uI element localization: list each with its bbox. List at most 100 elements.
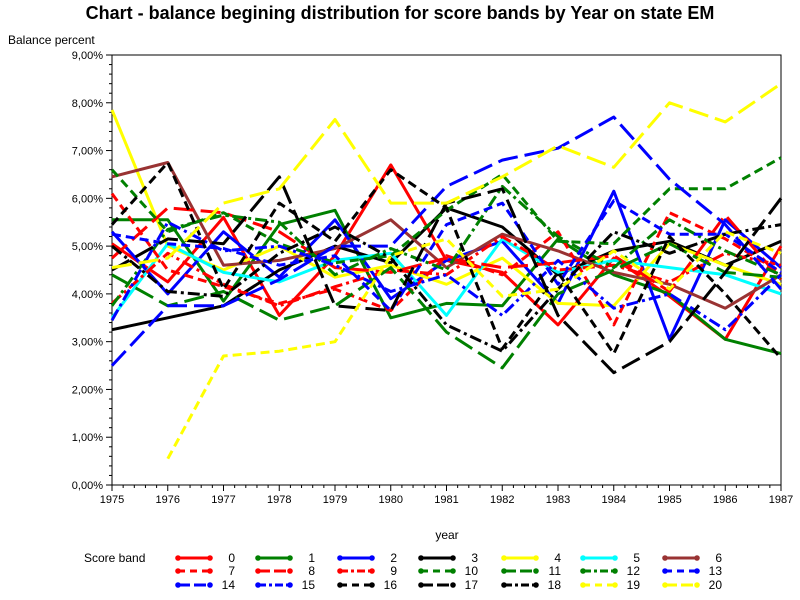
legend-marker (207, 568, 213, 574)
y-tick-label: 1,00% (72, 432, 103, 444)
legend-marker (580, 582, 586, 588)
legend-marker (612, 555, 618, 561)
legend-label-17: 17 (465, 578, 479, 592)
legend-label-14: 14 (222, 578, 236, 592)
legend-label-6: 6 (715, 551, 722, 565)
legend-label-19: 19 (627, 578, 641, 592)
legend-marker (694, 568, 700, 574)
legend-label-3: 3 (471, 551, 478, 565)
series-line-11 (111, 242, 782, 370)
legend-label-0: 0 (228, 551, 235, 565)
legend-label-15: 15 (302, 578, 316, 592)
legend-marker (337, 568, 343, 574)
legend-label-10: 10 (465, 564, 479, 578)
y-tick-label: 5,00% (72, 241, 103, 253)
legend-label-2: 2 (390, 551, 397, 565)
legend-label-11: 11 (549, 564, 562, 578)
x-tick-label: 1982 (490, 494, 514, 506)
x-tick-label: 1983 (546, 494, 570, 506)
y-tick-label: 0,00% (72, 480, 103, 492)
legend-label-1: 1 (308, 551, 315, 565)
legend-label-4: 4 (554, 551, 561, 565)
y-tick-label: 4,00% (72, 289, 103, 301)
x-tick-label: 1987 (769, 494, 793, 506)
legend-marker (207, 555, 213, 561)
legend-marker (369, 555, 375, 561)
series-line-1 (112, 208, 782, 356)
legend-marker (287, 568, 293, 574)
legend-marker (255, 555, 261, 561)
y-axis-label: Balance percent (8, 33, 95, 47)
legend-marker (287, 582, 293, 588)
legend-marker (175, 568, 181, 574)
legend-label-8: 8 (308, 564, 315, 578)
legend-marker (694, 582, 700, 588)
y-tick-label: 8,00% (72, 98, 103, 110)
legend-label-20: 20 (709, 578, 723, 592)
x-tick-label: 1978 (267, 494, 291, 506)
legend-label-13: 13 (709, 564, 723, 578)
legend-marker (418, 582, 424, 588)
legend-marker (418, 555, 424, 561)
legend-marker (175, 582, 181, 588)
x-tick-label: 1977 (211, 494, 235, 506)
legend-marker (612, 582, 618, 588)
legend-marker (694, 555, 700, 561)
series-line-18 (111, 223, 782, 353)
x-tick-label: 1984 (602, 494, 626, 506)
legend-marker (369, 568, 375, 574)
legend-label-9: 9 (390, 564, 397, 578)
legend-marker (662, 568, 668, 574)
legend-marker (287, 555, 293, 561)
legend-label-12: 12 (627, 564, 641, 578)
y-tick-label: 6,00% (72, 193, 103, 205)
legend-marker (450, 555, 456, 561)
legend-marker (533, 582, 539, 588)
legend-label-7: 7 (228, 564, 235, 578)
series-line-9 (110, 235, 782, 308)
legend-marker (501, 568, 507, 574)
series-line-19 (166, 230, 782, 460)
legend-marker (580, 568, 586, 574)
series-line-12 (110, 184, 782, 307)
x-tick-label: 1985 (657, 494, 681, 506)
legend-marker (369, 582, 375, 588)
y-tick-label: 2,00% (72, 384, 103, 396)
legend-marker (418, 568, 424, 574)
series-line-2 (110, 189, 782, 341)
legend-marker (450, 582, 456, 588)
legend-title: Score band (84, 551, 145, 565)
legend-marker (612, 568, 618, 574)
legend-label-18: 18 (548, 578, 562, 592)
legend-marker (450, 568, 456, 574)
legend-marker (255, 582, 261, 588)
y-tick-label: 7,00% (72, 146, 103, 158)
y-tick-label: 3,00% (72, 337, 103, 349)
x-tick-label: 1975 (100, 494, 124, 506)
legend-marker (533, 555, 539, 561)
legend-marker (337, 582, 343, 588)
legend-marker (501, 555, 507, 561)
legend-marker (207, 582, 213, 588)
series-line-14 (110, 115, 783, 367)
legend-marker (533, 568, 539, 574)
legend-marker (580, 555, 586, 561)
series-lines (110, 82, 783, 460)
legend-marker (662, 555, 668, 561)
y-axis: 0,00% 1,00% 2,00% 3,00% 4,00% 5,00% 6,00% 7,00%… (72, 50, 112, 492)
y-tick-label: 9,00% (72, 50, 103, 62)
legend-label-16: 16 (384, 578, 398, 592)
series-line-13 (111, 199, 782, 313)
legend-marker (337, 555, 343, 561)
legend-marker (662, 582, 668, 588)
chart-title: Chart - balance begining distribution fo… (86, 3, 715, 23)
x-tick-label: 1979 (323, 494, 347, 506)
x-tick-label: 1981 (434, 494, 458, 506)
legend-label-5: 5 (633, 551, 640, 565)
series-line-8 (110, 206, 783, 293)
x-tick-label: 1976 (156, 494, 180, 506)
legend-marker (175, 555, 181, 561)
